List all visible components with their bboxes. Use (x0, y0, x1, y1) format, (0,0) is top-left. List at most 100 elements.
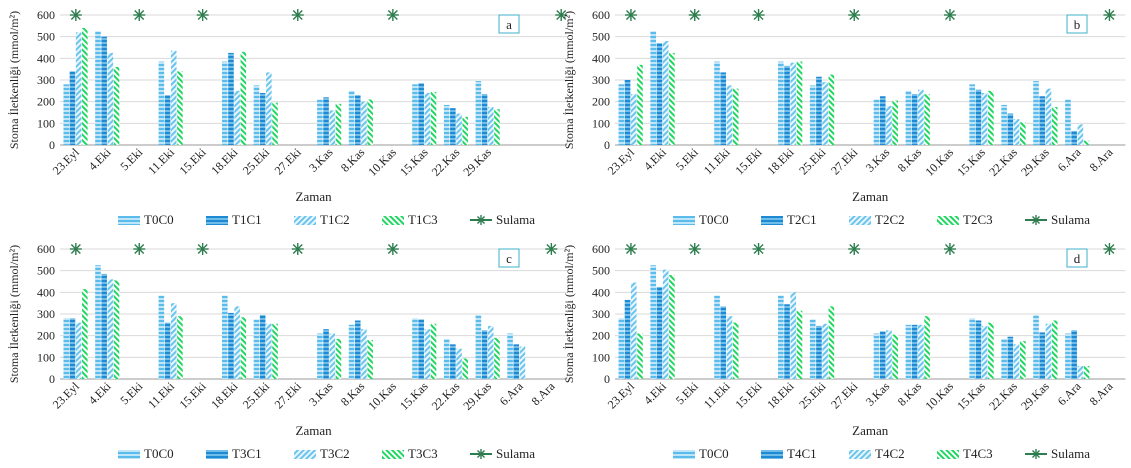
x-tick-label: 4.Eki (86, 145, 115, 174)
x-tick-label: 8.Kas (338, 145, 368, 175)
bar-T4C2-3.Kas (886, 330, 892, 379)
bar-T0C0-6.Ara (507, 333, 513, 379)
legend-label: T1C2 (320, 212, 350, 227)
bar-T1C3-29.Kas (494, 109, 500, 145)
bar-T0C0-22.Kas (1001, 104, 1007, 145)
legend-swatch-T3C1 (206, 450, 228, 459)
sulama-marker (688, 9, 701, 21)
bar-T3C1-29.Kas (481, 330, 488, 379)
bar-T0C0-3.Kas (873, 99, 880, 145)
bar-T0C0-4.Eki (95, 31, 101, 145)
y-tick-label: 500 (592, 30, 610, 44)
sulama-marker (133, 9, 146, 21)
bar-T4C1-23.Eyl (624, 299, 631, 379)
x-tick-label: 4.Eki (86, 379, 115, 408)
y-tick-label: 0 (49, 138, 55, 152)
x-tick-label: 8.Ara (528, 379, 557, 408)
y-tick-label: 0 (49, 372, 55, 386)
chart-panel-b: 0 100 200 300 400 500 600 Stoma İletkenliği (mm… (562, 8, 1126, 227)
bar-T1C3-23.Eyl (82, 28, 88, 145)
legend-swatch-sulama (470, 449, 492, 459)
bar-T0C0-22.Kas (1001, 338, 1007, 379)
y-tick-label: 600 (592, 242, 610, 256)
legend-label: T3C2 (320, 446, 350, 461)
bar-T3C1-4.Eki (101, 273, 107, 379)
x-tick-label: 6.Ara (497, 379, 526, 408)
x-tick-label: 5.Eki (673, 379, 702, 408)
bar-T4C3-29.Kas (1051, 320, 1058, 379)
bar-T1C3-4.Eki (113, 67, 120, 145)
x-tick-label: 4.Eki (641, 145, 670, 174)
bar-T3C3-22.Kas (462, 358, 469, 379)
bar-T4C1-29.Kas (1039, 332, 1046, 379)
bar-T3C2-11.Eki (170, 303, 177, 379)
legend-swatch-T4C1 (761, 450, 783, 459)
sulama-marker (69, 243, 82, 255)
legend-swatch-T0C0 (673, 216, 695, 225)
bar-T4C2-15.Kas (981, 325, 988, 379)
bar-T4C1-4.Eki (656, 286, 663, 379)
bar-T0C0-8.Kas (348, 324, 355, 379)
y-tick-label: 200 (37, 329, 55, 343)
bar-T0C0-15.Kas (412, 318, 418, 379)
sulama-marker (1103, 243, 1116, 255)
bar-T0C0-4.Eki (650, 265, 657, 379)
y-axis-label: Stoma İletkenliği (mmol/m²) (7, 11, 21, 149)
bar-T0C0-18.Eki (221, 295, 228, 379)
bar-T4C3-11.Eki (732, 322, 739, 379)
bar-T0C0-11.Eki (714, 295, 720, 379)
bar-T1C2-11.Eki (170, 50, 177, 145)
sulama-marker (196, 243, 209, 255)
bar-T4C2-11.Eki (726, 316, 733, 379)
bar-T4C2-6.Ara (1077, 366, 1084, 379)
x-tick-label: 29.Kas (460, 145, 494, 179)
sulama-marker (624, 9, 637, 21)
y-tick-label: 400 (37, 285, 55, 299)
legend-swatch-T0C0 (118, 450, 140, 459)
bar-T2C1-23.Eyl (624, 80, 631, 145)
bar-T2C3-8.Kas (924, 94, 930, 145)
bar-T4C1-25.Eki (816, 325, 822, 379)
bar-T3C1-3.Kas (323, 329, 329, 379)
bar-T4C1-6.Ara (1071, 330, 1077, 379)
y-tick-label: 600 (37, 242, 55, 256)
bar-T1C3-11.Eki (177, 71, 183, 145)
sulama-marker (848, 243, 861, 255)
legend-swatch-T1C1 (206, 216, 228, 225)
sulama-marker (943, 243, 956, 255)
bar-T2C2-4.Eki (662, 41, 669, 145)
bar-T1C1-15.Kas (418, 83, 424, 145)
bar-T3C1-15.Kas (418, 319, 424, 379)
bar-T3C1-11.Eki (164, 322, 171, 379)
panel-letter-box (1066, 14, 1088, 34)
bar-T3C2-4.Eki (107, 279, 114, 379)
x-tick-label: 27.Eki (272, 379, 305, 412)
x-tick-label: 8.Ara (1087, 145, 1116, 174)
legend-label: T2C2 (875, 212, 905, 227)
legend-label: Sulama (496, 446, 535, 461)
bar-T1C1-22.Kas (450, 108, 456, 145)
x-tick-label: 18.Eki (208, 379, 241, 412)
x-tick-label: 15.Kas (397, 145, 431, 179)
x-tick-label: 22.Kas (429, 145, 463, 179)
x-tick-label: 15.Kas (954, 379, 988, 413)
bar-T3C1-18.Eki (228, 312, 234, 379)
bar-T2C2-8.Kas (918, 89, 924, 145)
legend-label: T4C3 (963, 446, 993, 461)
sulama-marker (386, 243, 399, 255)
bar-T3C1-25.Eki (259, 315, 266, 379)
bar-T4C2-18.Eki (790, 292, 797, 379)
bar-T3C2-3.Kas (329, 333, 336, 379)
bar-T1C2-22.Kas (456, 113, 462, 145)
x-tick-label: 15.Kas (954, 145, 988, 179)
legend-label: T1C1 (232, 212, 262, 227)
bar-T0C0-29.Kas (475, 315, 482, 379)
legend-swatch-T4C2 (849, 450, 871, 459)
x-tick-label: 8.Kas (895, 145, 925, 175)
bar-T2C1-8.Kas (911, 94, 918, 145)
bar-T2C2-15.Kas (981, 93, 988, 145)
y-tick-label: 300 (37, 307, 55, 321)
bar-T4C3-22.Kas (1019, 341, 1026, 379)
bar-T3C1-8.Kas (354, 320, 361, 379)
